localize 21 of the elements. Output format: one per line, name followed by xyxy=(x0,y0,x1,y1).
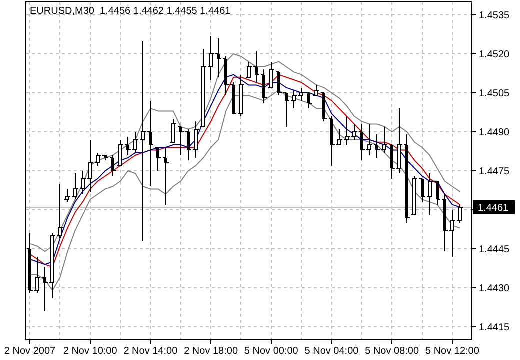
x-tick-label: 5 Nov 12:00 xyxy=(425,346,480,357)
y-tick-label: 1.4520 xyxy=(479,50,510,60)
x-tick-label: 2 Nov 14:00 xyxy=(124,346,178,357)
chart-title: EURUSD,M30 1.4456 1.4462 1.4455 1.4461 xyxy=(30,6,232,17)
candlestick xyxy=(96,152,100,166)
ref-line-label: 1.4461 xyxy=(478,202,510,214)
y-tick-label: 1.4490 xyxy=(479,128,510,138)
y-tick-label: 1.4475 xyxy=(479,166,510,178)
candlestick xyxy=(412,176,417,216)
y-tick-label: 1.4415 xyxy=(479,322,510,334)
line-series xyxy=(30,54,460,252)
y-tick-label: 1.4445 xyxy=(479,244,510,256)
x-tick-label: 2 Nov 18:00 xyxy=(184,346,238,357)
y-tick-label: 1.4505 xyxy=(479,88,510,100)
x-tick-label: 2 Nov 10:00 xyxy=(63,346,118,357)
y-tick-label: 1.4430 xyxy=(479,284,510,294)
x-tick-label: 5 Nov 00:00 xyxy=(244,346,299,357)
y-tick-label: 1.4535 xyxy=(479,10,510,22)
x-tick-label: 2 Nov 2007 xyxy=(4,346,56,357)
x-tick-label: 5 Nov 08:00 xyxy=(365,346,420,357)
x-tick-label: 5 Nov 04:00 xyxy=(304,346,360,357)
